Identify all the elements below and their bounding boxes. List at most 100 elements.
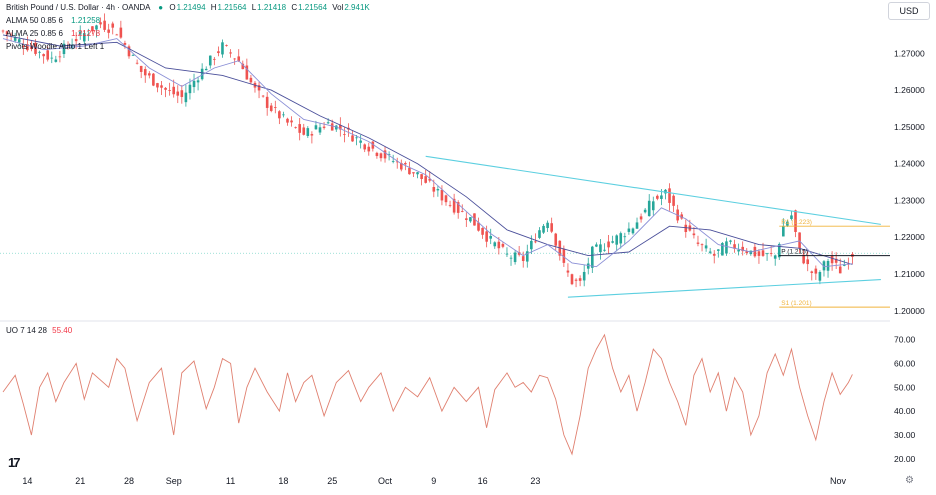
candle-body[interactable] xyxy=(424,176,427,183)
candle-body[interactable] xyxy=(54,59,58,62)
candle-body[interactable] xyxy=(241,63,245,70)
candle-body[interactable] xyxy=(265,96,269,108)
candle-body[interactable] xyxy=(497,241,501,249)
candle-body[interactable] xyxy=(330,123,334,131)
candle-body[interactable] xyxy=(302,127,306,135)
candle-body[interactable] xyxy=(217,51,220,54)
candle-body[interactable] xyxy=(17,39,21,43)
candle-body[interactable] xyxy=(448,204,452,206)
candle-body[interactable] xyxy=(538,230,541,238)
candle-body[interactable] xyxy=(286,118,289,123)
candle-body[interactable] xyxy=(607,241,610,248)
candle-body[interactable] xyxy=(570,274,574,285)
candle-body[interactable] xyxy=(74,39,78,42)
candle-body[interactable] xyxy=(119,27,123,38)
candle-body[interactable] xyxy=(822,261,826,271)
tradingview-logo-icon[interactable]: 17 xyxy=(8,455,21,470)
candle-body[interactable] xyxy=(721,243,724,256)
candle-body[interactable] xyxy=(278,111,281,119)
candle-body[interactable] xyxy=(501,243,505,247)
candle-body[interactable] xyxy=(505,253,509,255)
candle-body[interactable] xyxy=(635,222,639,229)
oscillator-header[interactable]: UO 7 14 28 55.40 xyxy=(6,326,72,335)
candle-body[interactable] xyxy=(375,152,379,157)
candle-body[interactable] xyxy=(261,95,265,97)
candle-body[interactable] xyxy=(810,271,814,273)
candle-body[interactable] xyxy=(582,271,586,281)
candle-body[interactable] xyxy=(712,253,716,256)
candle-body[interactable] xyxy=(164,87,167,90)
candle-body[interactable] xyxy=(566,270,570,273)
candle-body[interactable] xyxy=(619,233,623,244)
candle-body[interactable] xyxy=(595,244,598,247)
candle-body[interactable] xyxy=(334,125,338,130)
candle-body[interactable] xyxy=(704,245,708,249)
alma-25-line[interactable] xyxy=(2,38,853,268)
candle-body[interactable] xyxy=(554,233,558,246)
candle-body[interactable] xyxy=(176,91,180,96)
candle-body[interactable] xyxy=(237,56,241,62)
candle-body[interactable] xyxy=(131,55,135,56)
candle-body[interactable] xyxy=(530,240,533,250)
candle-body[interactable] xyxy=(672,195,675,206)
candle-body[interactable] xyxy=(651,201,655,211)
alma-50-line[interactable] xyxy=(2,34,853,265)
candle-body[interactable] xyxy=(310,134,314,136)
symbol-title[interactable]: British Pound / U.S. Dollar · 4h · OANDA xyxy=(6,3,151,12)
candle-body[interactable] xyxy=(343,134,346,136)
candle-body[interactable] xyxy=(761,250,765,256)
candle-body[interactable] xyxy=(692,233,696,236)
candle-body[interactable] xyxy=(22,46,25,48)
candle-body[interactable] xyxy=(509,257,513,259)
candle-body[interactable] xyxy=(452,198,456,213)
candle-body[interactable] xyxy=(574,279,578,281)
candle-body[interactable] xyxy=(249,77,253,83)
candle-body[interactable] xyxy=(229,52,232,54)
candle-body[interactable] xyxy=(656,195,659,199)
candle-body[interactable] xyxy=(87,34,90,36)
candle-body[interactable] xyxy=(306,128,310,136)
candle-body[interactable] xyxy=(294,127,297,129)
candle-body[interactable] xyxy=(790,215,793,219)
candle-body[interactable] xyxy=(139,65,143,72)
candle-body[interactable] xyxy=(196,80,200,83)
candle-body[interactable] xyxy=(485,231,488,242)
candle-body[interactable] xyxy=(148,73,151,76)
candle-body[interactable] xyxy=(834,258,838,263)
candle-body[interactable] xyxy=(298,124,301,133)
candle-body[interactable] xyxy=(786,221,789,226)
candle-body[interactable] xyxy=(489,235,493,239)
candle-body[interactable] xyxy=(143,69,147,76)
candle-body[interactable] xyxy=(213,58,216,60)
candle-body[interactable] xyxy=(643,209,647,213)
candle-body[interactable] xyxy=(46,50,50,60)
candle-body[interactable] xyxy=(82,33,86,42)
candle-body[interactable] xyxy=(192,80,196,88)
candle-body[interactable] xyxy=(359,140,362,143)
candle-body[interactable] xyxy=(225,45,228,47)
candle-body[interactable] xyxy=(456,202,460,213)
candle-body[interactable] xyxy=(493,242,497,247)
candle-body[interactable] xyxy=(188,84,192,94)
candle-body[interactable] xyxy=(5,31,9,35)
candle-body[interactable] xyxy=(135,62,139,64)
candle-body[interactable] xyxy=(355,137,358,139)
candle-body[interactable] xyxy=(91,26,94,32)
candle-body[interactable] xyxy=(50,57,54,59)
candle-body[interactable] xyxy=(591,246,594,268)
currency-selector[interactable]: USD xyxy=(888,2,930,20)
candle-body[interactable] xyxy=(469,217,472,222)
trendline-upper[interactable] xyxy=(425,155,881,225)
uo-line[interactable] xyxy=(2,333,853,456)
candle-body[interactable] xyxy=(623,236,627,238)
candle-body[interactable] xyxy=(387,154,391,156)
candle-body[interactable] xyxy=(733,244,736,249)
candle-body[interactable] xyxy=(741,246,744,252)
candle-body[interactable] xyxy=(806,259,810,265)
indicator-alma25[interactable]: ALMA 25 0.85 6 1.21278 xyxy=(6,29,100,38)
candle-body[interactable] xyxy=(737,249,740,252)
candle-body[interactable] xyxy=(34,42,37,54)
candle-body[interactable] xyxy=(318,127,322,133)
candle-body[interactable] xyxy=(647,200,651,217)
